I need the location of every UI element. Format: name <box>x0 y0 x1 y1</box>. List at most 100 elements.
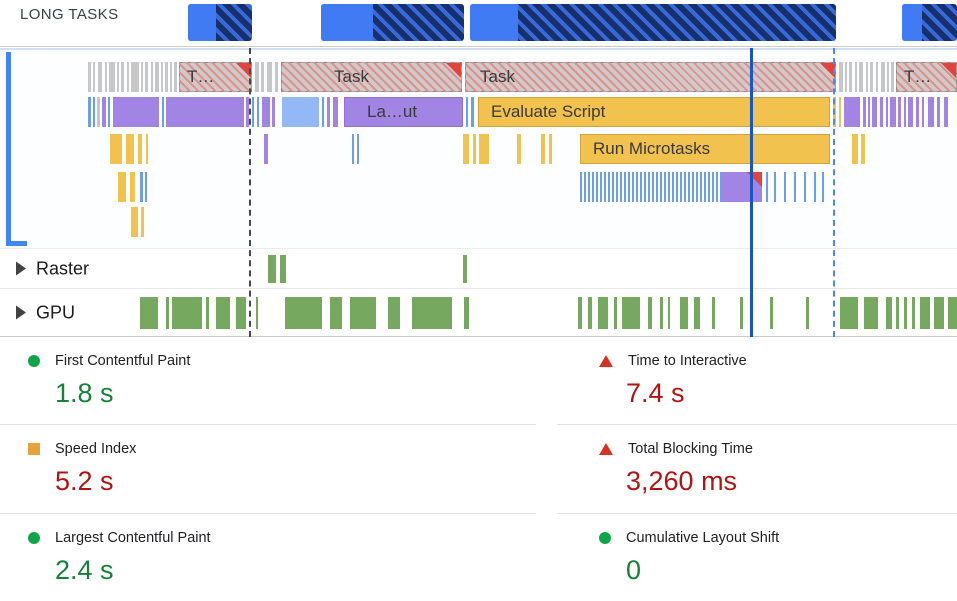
flame-segment[interactable] <box>141 207 144 237</box>
flame-segment[interactable] <box>246 97 249 127</box>
flame-segment[interactable] <box>479 134 489 164</box>
flame-segment[interactable] <box>886 97 888 127</box>
flame-segment[interactable] <box>784 172 786 202</box>
flame-chart[interactable]: T… Task Task T… La…ut Evaluate Script Run Micr… <box>0 48 957 249</box>
flame-segment[interactable] <box>794 172 796 202</box>
gpu-activity-bar[interactable] <box>770 297 773 329</box>
flame-segment[interactable] <box>908 97 913 127</box>
flame-segment[interactable] <box>833 97 836 127</box>
gpu-activity-bar[interactable] <box>598 297 608 329</box>
flame-segment[interactable] <box>804 172 806 202</box>
flame-segment[interactable] <box>255 62 259 92</box>
long-task-bar[interactable] <box>321 4 464 41</box>
flame-segment[interactable] <box>327 97 330 127</box>
flame-segment[interactable] <box>130 172 135 202</box>
flame-segment[interactable] <box>580 172 722 202</box>
flame-segment[interactable] <box>916 97 919 127</box>
flame-segment[interactable] <box>844 97 860 127</box>
gpu-activity-bar[interactable] <box>622 297 640 329</box>
gpu-activity-bar[interactable] <box>578 297 582 329</box>
warning-bar[interactable] <box>722 172 762 202</box>
gpu-activity-bar[interactable] <box>216 297 230 329</box>
flame-segment[interactable] <box>541 134 545 164</box>
gpu-activity-bar[interactable] <box>464 297 469 329</box>
gpu-activity-bar[interactable] <box>172 297 202 329</box>
flame-segment[interactable] <box>872 97 877 127</box>
flame-segment[interactable] <box>852 134 858 164</box>
flame-segment[interactable] <box>944 97 948 127</box>
gpu-activity-bar[interactable] <box>140 297 158 329</box>
flame-segment[interactable] <box>138 134 142 164</box>
flame-segment[interactable] <box>170 62 172 92</box>
flame-segment[interactable] <box>93 97 95 127</box>
flame-segment[interactable] <box>98 62 102 92</box>
run-microtasks-bar[interactable]: Run Microtasks <box>580 134 830 164</box>
flame-segment[interactable] <box>162 97 164 127</box>
flame-segment[interactable] <box>466 97 468 127</box>
gpu-activity-bar[interactable] <box>614 297 617 329</box>
flame-segment[interactable] <box>517 134 521 164</box>
flame-segment[interactable] <box>113 97 159 127</box>
flame-segment[interactable] <box>861 134 865 164</box>
flame-segment[interactable] <box>166 97 244 127</box>
flame-segment[interactable] <box>257 97 259 127</box>
flame-segment[interactable] <box>161 62 163 92</box>
gpu-activity-bar[interactable] <box>694 297 700 329</box>
task-bar[interactable]: Task <box>281 62 462 92</box>
flame-segment[interactable] <box>922 97 924 127</box>
flame-segment[interactable] <box>151 62 153 92</box>
gpu-activity-bar[interactable] <box>236 297 246 329</box>
gpu-activity-bar[interactable] <box>904 297 907 329</box>
task-bar[interactable]: Task <box>465 62 836 92</box>
flame-segment[interactable] <box>890 97 896 127</box>
flame-segment[interactable] <box>839 97 841 127</box>
flame-segment[interactable] <box>774 172 776 202</box>
flame-segment[interactable] <box>766 172 768 202</box>
flame-segment[interactable] <box>333 97 338 127</box>
flame-segment[interactable] <box>141 62 143 92</box>
flame-segment[interactable] <box>868 97 870 127</box>
flame-segment[interactable] <box>322 97 324 127</box>
gpu-activity-bar[interactable] <box>668 297 670 329</box>
flame-segment[interactable] <box>174 62 177 92</box>
flame-segment[interactable] <box>88 97 91 127</box>
flame-segment[interactable] <box>146 134 148 164</box>
flame-segment[interactable] <box>252 97 254 127</box>
flame-segment[interactable] <box>891 62 894 92</box>
flame-segment[interactable] <box>131 62 139 92</box>
flame-segment[interactable] <box>121 62 124 92</box>
flame-segment[interactable] <box>357 134 359 164</box>
gpu-activity-bar[interactable] <box>588 297 592 329</box>
flame-segment[interactable] <box>275 62 278 92</box>
flame-segment[interactable] <box>109 62 115 92</box>
flame-segment[interactable] <box>140 172 143 202</box>
flame-segment[interactable] <box>97 97 100 127</box>
flame-segment[interactable] <box>471 97 474 127</box>
flame-segment[interactable] <box>118 172 126 202</box>
flame-segment[interactable] <box>876 62 878 92</box>
flame-segment[interactable] <box>165 62 168 92</box>
flame-segment[interactable] <box>937 97 940 127</box>
gpu-activity-bar[interactable] <box>934 297 944 329</box>
flame-segment[interactable] <box>473 134 476 164</box>
raster-activity-bar[interactable] <box>268 255 276 283</box>
gpu-activity-bar[interactable] <box>840 297 858 329</box>
gpu-activity-bar[interactable] <box>350 297 376 329</box>
flame-segment[interactable] <box>881 62 885 92</box>
flame-segment[interactable] <box>866 62 868 92</box>
flame-segment[interactable] <box>863 97 866 127</box>
long-task-bar[interactable] <box>902 4 957 41</box>
flame-segment[interactable] <box>145 172 147 202</box>
gpu-activity-bar[interactable] <box>740 297 743 329</box>
flame-segment[interactable] <box>839 62 843 92</box>
flame-segment[interactable] <box>814 172 816 202</box>
flame-segment[interactable] <box>859 62 863 92</box>
flame-segment[interactable] <box>131 207 138 237</box>
gpu-activity-bar[interactable] <box>660 297 663 329</box>
gpu-activity-bar[interactable] <box>912 297 915 329</box>
flame-segment[interactable] <box>845 62 847 92</box>
long-task-bar[interactable] <box>188 4 252 41</box>
flame-segment[interactable] <box>262 97 270 127</box>
flame-segment[interactable] <box>928 97 934 127</box>
gpu-activity-bar[interactable] <box>388 297 400 329</box>
